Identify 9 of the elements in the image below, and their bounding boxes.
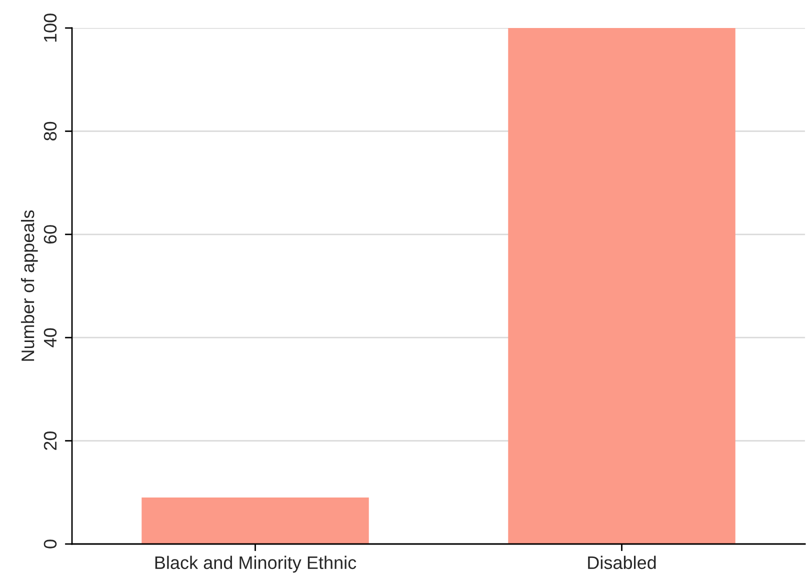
y-tick-label: 0 bbox=[44, 540, 57, 548]
y-tick-label: 60 bbox=[44, 225, 57, 244]
y-tick-label: 80 bbox=[44, 122, 57, 140]
x-tick-label: Disabled bbox=[588, 556, 656, 570]
y-tick-label: 40 bbox=[44, 328, 57, 348]
y-tick-label: 20 bbox=[44, 431, 57, 450]
y-tick-label: 100 bbox=[44, 14, 57, 42]
y-axis-title: Number of appeals bbox=[20, 210, 38, 361]
x-tick-label: Black and Minority Ethnic bbox=[155, 556, 356, 573]
